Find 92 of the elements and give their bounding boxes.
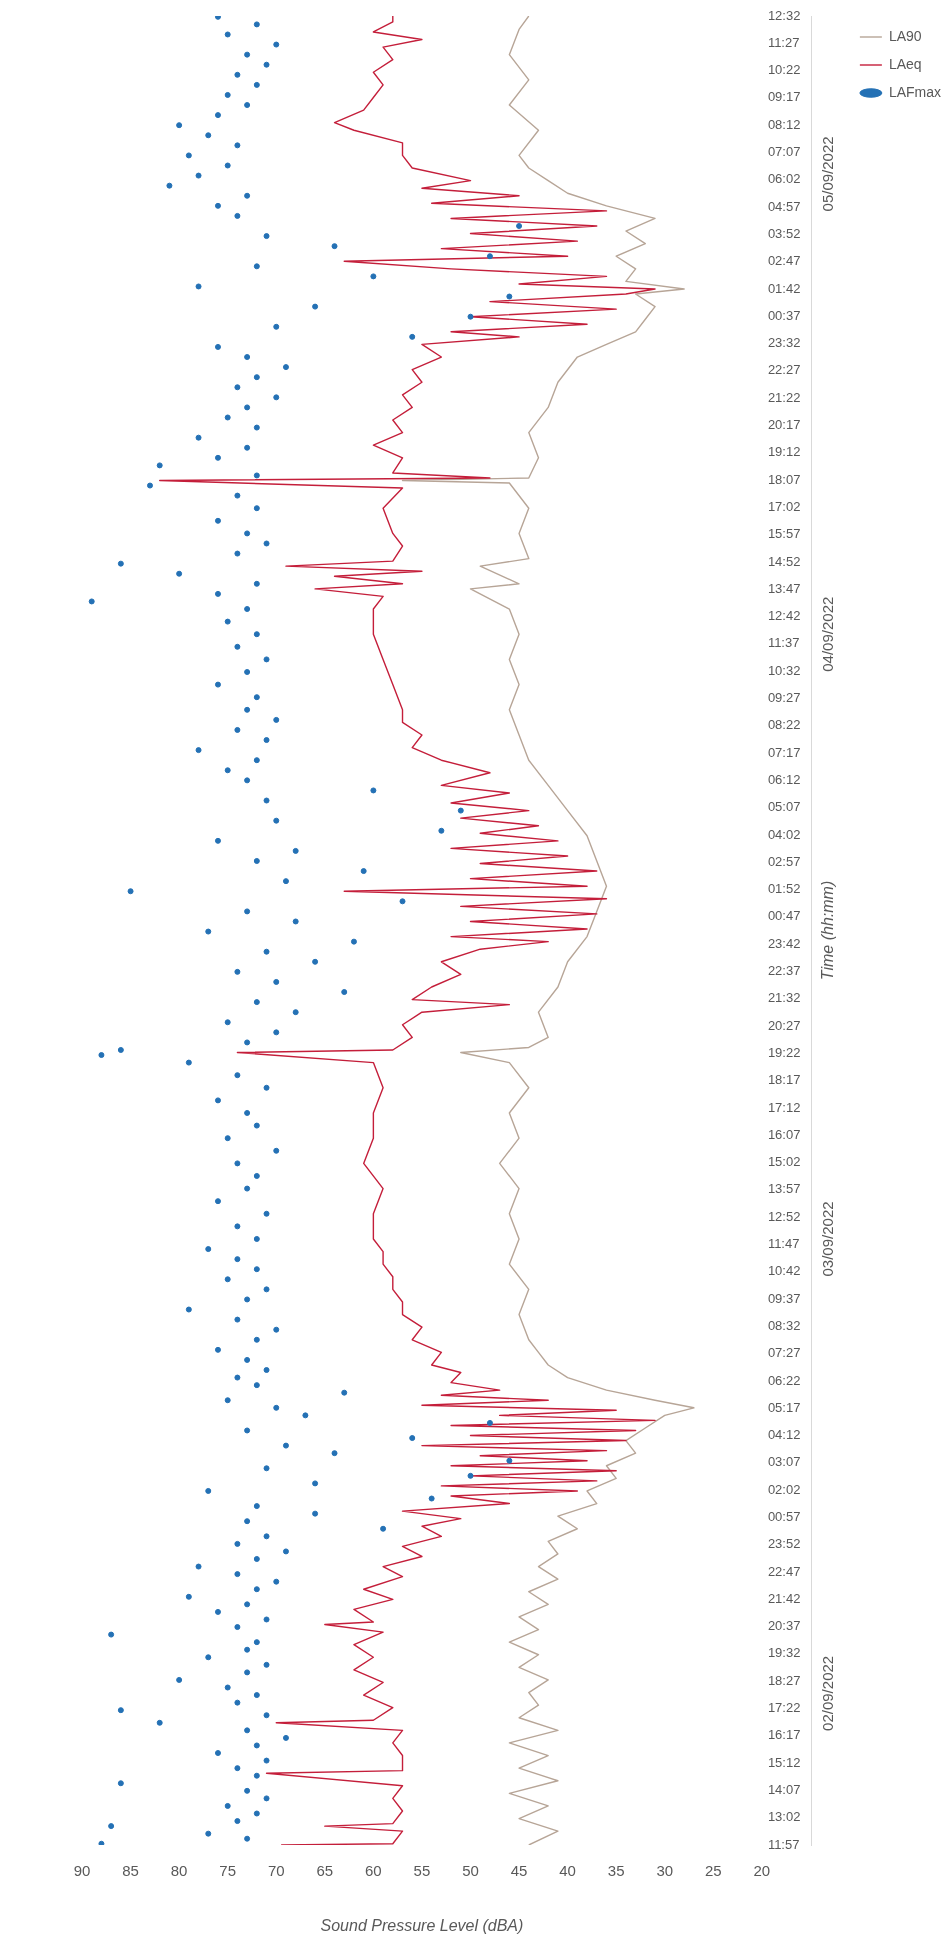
y-tick-label: 12:32 (767, 7, 801, 23)
y2-tick-label: 02/09/2022 (819, 1655, 837, 1731)
y-tick-label: 19:32 (767, 1645, 801, 1661)
y-tick-label: 09:17 (767, 89, 801, 105)
y-tick-label: 07:07 (767, 144, 801, 160)
y-tick-label: 09:27 (767, 690, 801, 706)
y-tick-label: 06:02 (767, 171, 801, 187)
x-tick-label: 80 (170, 1862, 188, 1880)
y-tick-label: 00:57 (767, 1509, 801, 1524)
y-tick-label: 23:42 (767, 935, 801, 951)
y-tick-label: 12:52 (767, 1208, 801, 1224)
x-tick-label: 35 (607, 1862, 625, 1880)
y-tick-label: 19:22 (767, 1044, 801, 1060)
y-tick-label: 08:32 (767, 1317, 801, 1333)
y-tick-label: 04:12 (767, 1427, 801, 1443)
y-tick-label: 06:22 (767, 1372, 801, 1388)
x-tick-label: 90 (73, 1862, 91, 1880)
y-tick-label: 22:27 (767, 362, 801, 378)
y-tick-label: 10:22 (767, 62, 801, 78)
legend-label: LAeq (888, 55, 922, 72)
y-tick-label: 11:47 (767, 1236, 800, 1252)
x-tick-label: 75 (219, 1862, 237, 1880)
y2-tick-label: 05/09/2022 (819, 136, 837, 212)
y-tick-label: 05:17 (767, 1399, 801, 1415)
x-tick-label: 45 (510, 1862, 528, 1880)
y-tick-label: 09:37 (767, 1290, 801, 1306)
y-tick-label: 22:47 (767, 1563, 801, 1579)
y-tick-label: 15:57 (767, 526, 801, 542)
y-tick-label: 15:02 (767, 1154, 801, 1170)
y-tick-label: 18:07 (767, 471, 801, 487)
y-tick-label: 00:47 (767, 908, 801, 924)
x-tick-label: 20 (753, 1862, 771, 1880)
y-tick-label: 14:52 (767, 553, 801, 569)
y-tick-label: 03:52 (767, 225, 801, 241)
y-tick-label: 11:37 (767, 635, 800, 651)
y2-axis-title: Time (hh:mm) (819, 880, 837, 981)
y-tick-label: 01:42 (767, 280, 801, 296)
y-tick-label: 08:12 (767, 116, 801, 132)
x-axis-title: Sound Pressure Level (dBA) (320, 1916, 524, 1934)
x-tick-label: 60 (365, 1862, 382, 1880)
y-tick-label: 04:02 (767, 826, 801, 842)
y-tick-label: 07:27 (767, 1345, 801, 1361)
y-tick-label: 21:42 (767, 1590, 801, 1606)
y-tick-label: 10:32 (767, 662, 801, 678)
y-tick-label: 16:17 (767, 1727, 801, 1743)
x-tick-label: 30 (656, 1862, 674, 1880)
y-tick-label: 18:27 (767, 1672, 801, 1688)
y-tick-label: 17:02 (767, 498, 801, 514)
x-tick-label: 85 (122, 1862, 139, 1880)
y-tick-label: 23:32 (767, 335, 801, 351)
y-tick-label: 06:12 (767, 771, 801, 787)
y-tick-label: 23:52 (767, 1536, 801, 1552)
y-tick-label: 02:57 (767, 853, 801, 869)
legend-label: LA90 (888, 27, 922, 44)
y-tick-label: 08:22 (767, 717, 801, 733)
y-tick-label: 21:32 (767, 990, 801, 1006)
x-tick-label: 25 (704, 1862, 722, 1880)
y-tick-label: 17:12 (767, 1099, 801, 1115)
y-tick-label: 05:07 (767, 799, 801, 815)
y-tick-label: 16:07 (767, 1126, 801, 1142)
y-tick-label: 13:02 (767, 1809, 801, 1825)
x-tick-label: 55 (413, 1862, 431, 1880)
y-tick-label: 10:42 (767, 1263, 801, 1279)
y-tick-label: 22:37 (767, 963, 801, 979)
y-tick-label: 12:42 (767, 608, 801, 624)
y-tick-label: 02:02 (767, 1481, 801, 1497)
x-tick-label: 70 (267, 1862, 285, 1880)
x-tick-label: 50 (462, 1862, 479, 1880)
legend-label: LAFmax (888, 83, 941, 100)
y2-tick-label: 03/09/2022 (819, 1201, 837, 1277)
x-tick-label: 65 (316, 1862, 334, 1880)
y-tick-label: 11:57 (767, 1836, 800, 1852)
y-tick-label: 14:07 (767, 1781, 801, 1797)
y-tick-label: 20:37 (767, 1618, 801, 1634)
y-tick-label: 20:17 (767, 417, 801, 433)
y-tick-label: 15:12 (767, 1754, 801, 1770)
y2-tick-label: 04/09/2022 (819, 596, 837, 672)
y-tick-label: 21:22 (767, 389, 801, 405)
y-tick-label: 01:52 (767, 881, 801, 897)
y-tick-label: 19:12 (767, 444, 801, 460)
y-tick-label: 02:47 (767, 253, 801, 269)
y-tick-label: 00:37 (767, 307, 801, 323)
y-tick-label: 13:57 (767, 1181, 801, 1197)
y-tick-label: 18:17 (767, 1072, 801, 1088)
y-tick-label: 17:22 (767, 1700, 801, 1716)
y-tick-label: 11:27 (767, 34, 800, 50)
y-tick-label: 07:17 (767, 744, 801, 760)
y-tick-label: 13:47 (767, 580, 801, 596)
y-tick-label: 04:57 (767, 198, 801, 214)
y-tick-label: 20:27 (767, 1017, 801, 1033)
x-tick-label: 40 (559, 1862, 576, 1880)
y-tick-label: 03:07 (767, 1454, 801, 1470)
